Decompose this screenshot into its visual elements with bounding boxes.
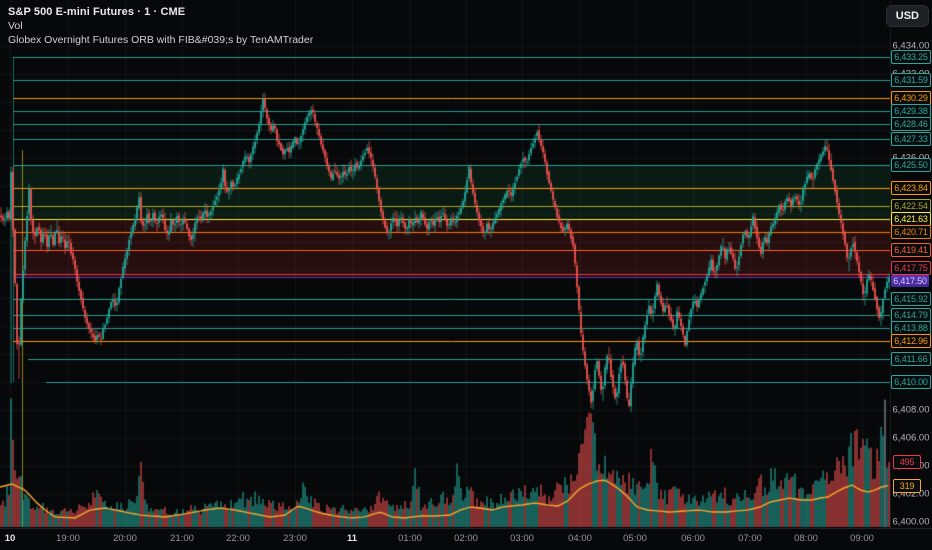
time-tick-label: 09:00 [850, 533, 874, 544]
time-tick-label: 01:00 [398, 533, 422, 544]
time-tick-label: 23:00 [283, 533, 307, 544]
price-level-label: 6,417.75 [891, 261, 931, 275]
time-tick-label: 21:00 [170, 533, 194, 544]
price-level-label: 6,417.50 [891, 275, 929, 287]
price-level-label: 6,433.25 [891, 49, 931, 64]
price-level-label: 6,425.50 [891, 158, 931, 172]
price-level-label: 6,423.84 [891, 181, 931, 196]
price-tick-label: 6,434.00 [892, 40, 930, 52]
time-tick-label: 07:00 [738, 533, 762, 544]
time-tick-label: 02:00 [454, 533, 478, 544]
time-tick-label: 05:00 [623, 533, 647, 544]
time-tick-label: 19:00 [56, 533, 80, 544]
price-level-label: 6,412.96 [891, 333, 931, 348]
volume-value-label: 495 [893, 455, 921, 469]
price-level-label: 6,427.33 [891, 132, 931, 147]
time-tick-label: 03:00 [510, 533, 534, 544]
time-tick-date-label: 11 [346, 533, 358, 544]
volume-value-label: 319 [893, 479, 921, 493]
price-tick-label: 6,408.00 [892, 404, 930, 416]
price-level-label: 6,428.46 [891, 116, 931, 131]
price-tick-label: 6,406.00 [892, 432, 930, 444]
price-level-label: 6,419.41 [891, 243, 931, 258]
price-tick-label: 6,402.00 [892, 488, 930, 500]
indicator-vol-label[interactable]: Vol [8, 20, 23, 32]
time-tick-label: 04:00 [568, 533, 592, 544]
price-volume-chart-canvas[interactable] [0, 0, 890, 528]
time-tick-label: 06:00 [681, 533, 705, 544]
time-tick-label: 20:00 [113, 533, 137, 544]
price-level-label: 6,431.59 [891, 72, 931, 87]
price-axis[interactable]: 6,434.006,432.006,426.006,408.006,406.00… [890, 0, 932, 528]
symbol-title[interactable]: S&P 500 E-mini Futures · 1 · CME [8, 6, 186, 18]
time-tick-label: 22:00 [226, 533, 250, 544]
price-tick-label: 6,400.00 [892, 516, 930, 528]
indicator-orb-label[interactable]: Globex Overnight Futures ORB with FIB&#0… [8, 34, 314, 46]
currency-toggle-button[interactable]: USD [885, 5, 929, 27]
time-tick-date-label: 10 [4, 533, 16, 544]
time-tick-label: 08:00 [794, 533, 818, 544]
price-level-label: 6,410.00 [891, 375, 931, 389]
time-axis[interactable]: 10 19:00 20:00 21:00 22:00 23:00 11 01:00 02:00 0… [0, 528, 932, 550]
chart-legend: S&P 500 E-mini Futures · 1 · CME Vol Glo… [8, 5, 313, 47]
price-level-label: 6,411.66 [891, 351, 931, 366]
price-level-label: 6,420.71 [891, 225, 931, 240]
price-level-label: 6,415.92 [891, 292, 931, 307]
